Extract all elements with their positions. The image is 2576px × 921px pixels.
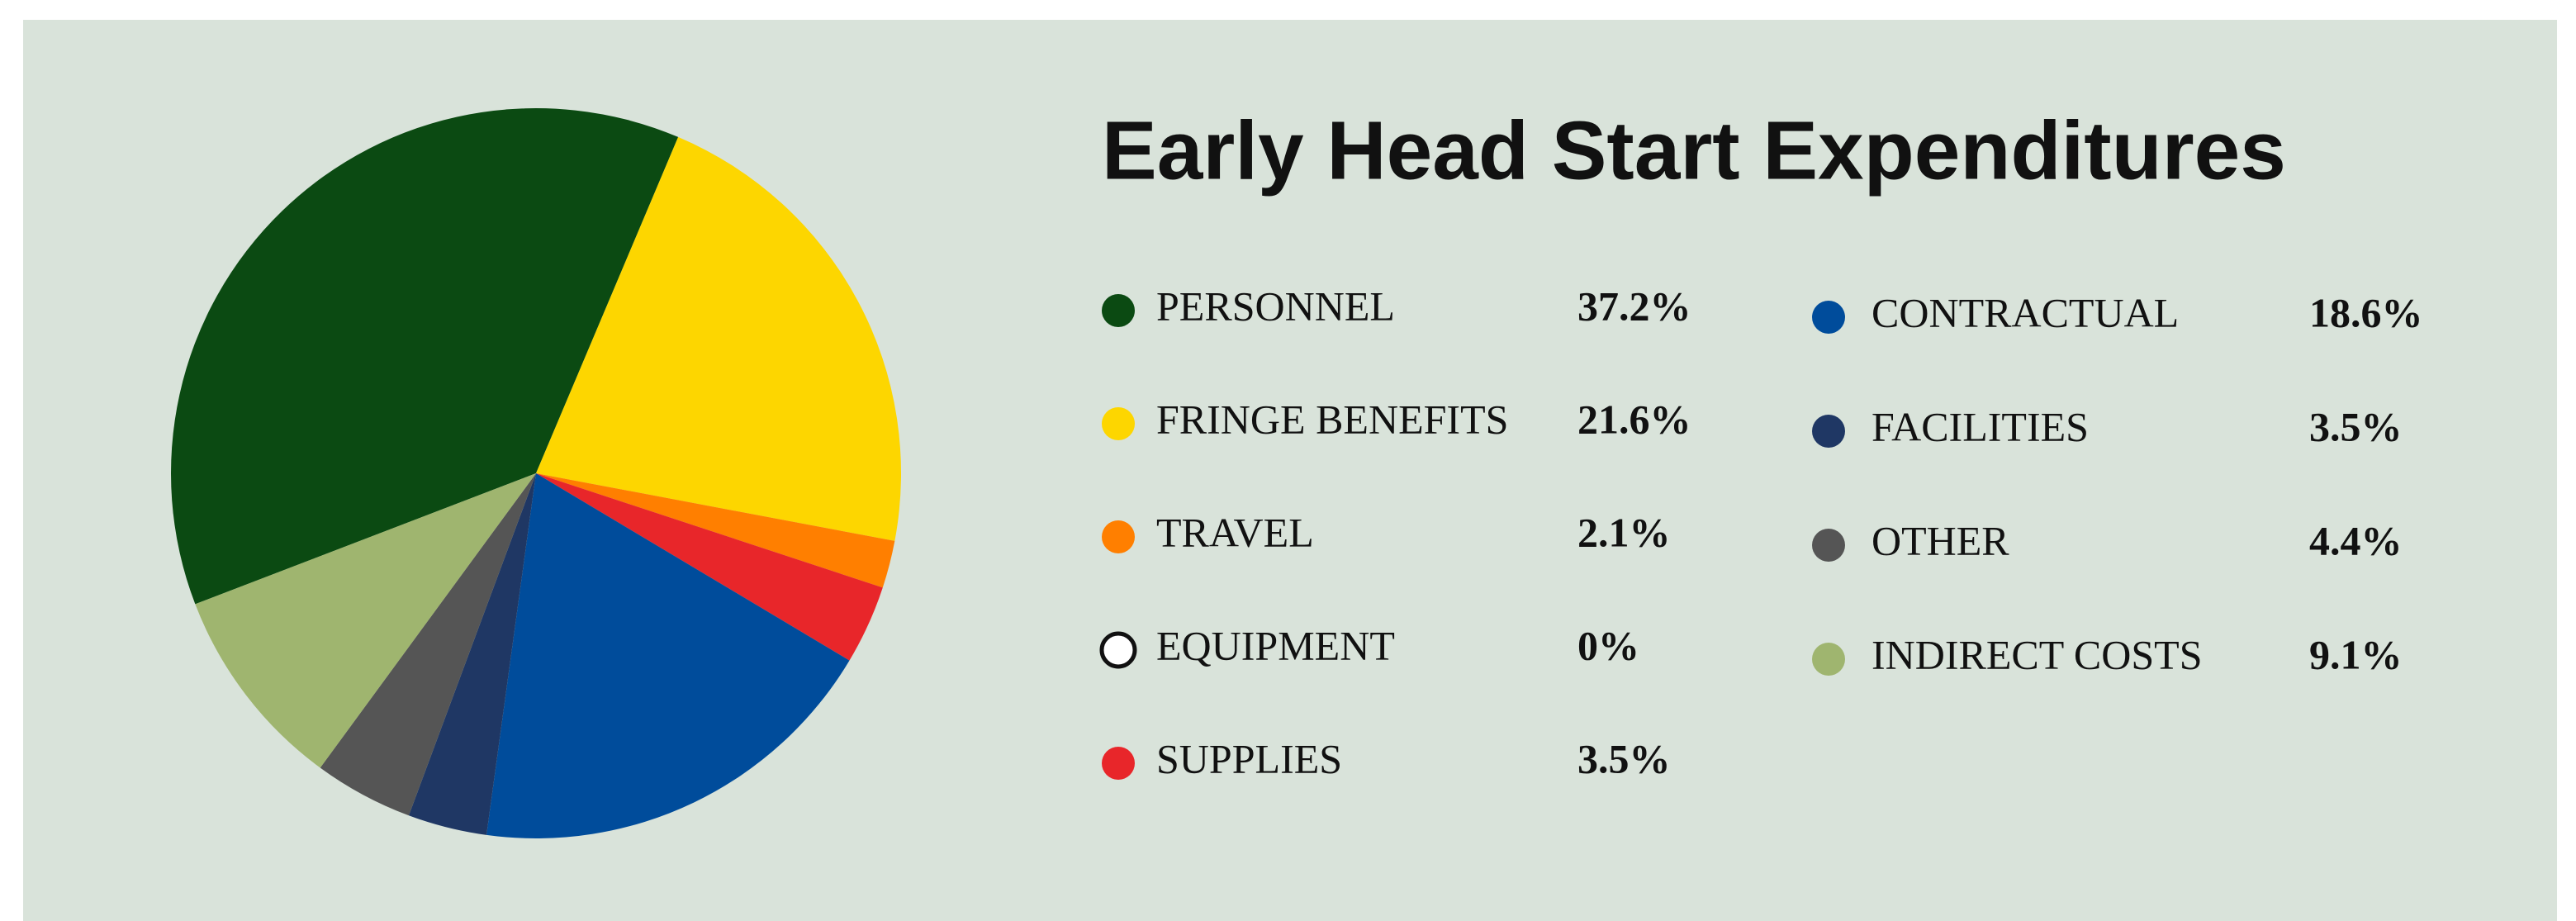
value-label: 4.4% — [2309, 517, 2403, 563]
legend-label: TRAVEL — [1156, 509, 1314, 555]
pie-slice — [536, 136, 901, 541]
chart-title: Early Head Start Expenditures — [1102, 104, 2286, 197]
pie-slice — [536, 473, 895, 588]
value-label: 21.6% — [1577, 396, 1691, 442]
legend-swatch — [1812, 643, 1845, 676]
value-label: 2.1% — [1577, 509, 1671, 555]
legend-swatch — [1812, 415, 1845, 448]
legend-label: FRINGE BENEFITS — [1156, 396, 1508, 442]
pie-slice — [195, 473, 536, 768]
value-label: 37.2% — [1577, 282, 1691, 329]
legend-label: CONTRACTUAL — [1872, 289, 2179, 335]
legend-label: PERSONNEL — [1156, 282, 1395, 329]
legend-label: FACILITIES — [1872, 403, 2089, 449]
legend-swatch — [1102, 294, 1135, 327]
legend-label: EQUIPMENT — [1156, 622, 1395, 668]
legend-label: INDIRECT COSTS — [1872, 631, 2203, 677]
legend-swatch — [1102, 747, 1135, 780]
legend-swatch — [1812, 301, 1845, 334]
legend-label: SUPPLIES — [1156, 735, 1342, 781]
legend-swatch — [1102, 520, 1135, 553]
value-label: 9.1% — [2309, 631, 2403, 677]
legend-swatch — [1812, 529, 1845, 562]
pie-slice — [486, 473, 850, 838]
pie-slice — [171, 107, 679, 605]
pie-slice — [408, 473, 536, 835]
legend-label: OTHER — [1872, 517, 2009, 563]
legend-swatch — [1102, 407, 1135, 440]
pie-slice — [320, 473, 536, 816]
value-label: 18.6% — [2309, 289, 2423, 335]
value-label: 3.5% — [2309, 403, 2403, 449]
value-label: 0% — [1577, 622, 1639, 668]
legend-swatch — [1099, 631, 1137, 669]
pie-slice — [536, 473, 883, 661]
value-label: 3.5% — [1577, 735, 1671, 781]
